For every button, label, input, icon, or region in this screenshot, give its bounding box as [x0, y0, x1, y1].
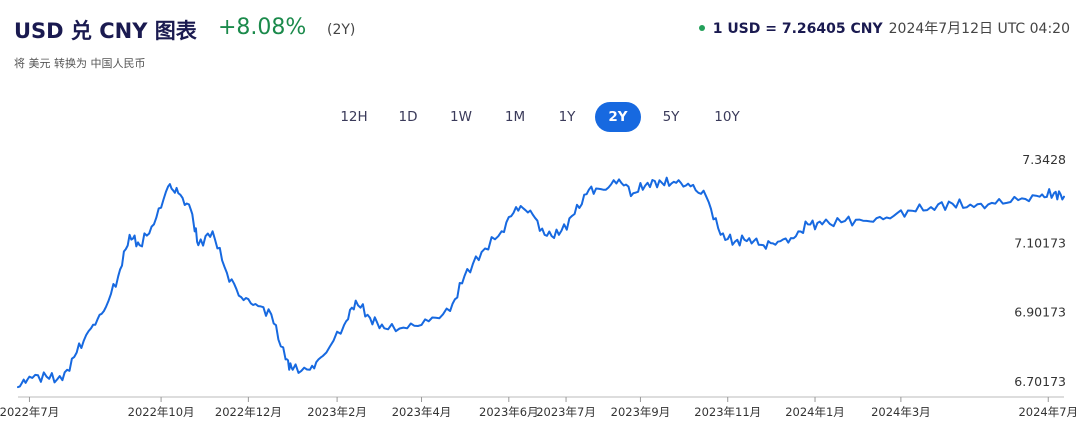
tab-10y[interactable]: 10Y [714, 109, 740, 125]
usd-cny-series-line [17, 176, 1065, 389]
x-tick-label: 2023年2月 [307, 405, 367, 419]
y-tick-label: 6.70173 [1014, 374, 1066, 389]
exchange-rate: 1 USD = 7.26405 CNY [712, 21, 883, 37]
x-tick-label: 2023年6月 [479, 405, 539, 419]
tab-1m[interactable]: 1M [504, 109, 526, 125]
period-label: (2Y) [327, 22, 356, 38]
x-tick-label: 2022年7月 [0, 405, 59, 419]
x-tick-label: 2024年3月 [871, 405, 931, 419]
exchange-rate-chart[interactable]: 7.3428 7.10173 6.90173 6.70173 2022年7月 2022年1… [0, 150, 1080, 433]
x-tick-label: 2022年10月 [128, 405, 195, 419]
x-tick-label: 2022年12月 [215, 405, 282, 419]
x-tick-label: 2023年4月 [392, 405, 452, 419]
subtitle: 将 美元 转换为 中国人民币 [14, 57, 146, 70]
chart-header: USD 兑 CNY 图表 +8.08% (2Y) 1 USD = 7.26405… [14, 12, 1070, 52]
x-tick-label: 2023年7月 [536, 405, 596, 419]
live-dot-icon [698, 25, 705, 31]
tab-5y[interactable]: 5Y [662, 109, 680, 125]
change-percent: +8.08% [218, 15, 307, 40]
tab-1w[interactable]: 1W [450, 109, 472, 125]
page-title: USD 兑 CNY 图表 [14, 19, 197, 43]
timestamp: 2024年7月12日 UTC 04:20 [888, 21, 1070, 37]
x-tick-label: 2023年11月 [694, 405, 761, 419]
rate-box: 1 USD = 7.26405 CNY 2024年7月12日 UTC 04:20 [698, 18, 1070, 38]
x-tick-label: 2023年9月 [611, 405, 671, 419]
tab-2y[interactable]: 2Y [595, 102, 641, 132]
x-tick-label: 2024年7月 [1018, 405, 1078, 419]
y-tick-label: 6.90173 [1014, 305, 1066, 320]
y-tick-label: 7.3428 [1022, 152, 1066, 167]
tab-1y[interactable]: 1Y [558, 109, 576, 125]
tab-12h[interactable]: 12H [340, 109, 368, 125]
y-tick-label: 7.10173 [1014, 235, 1066, 250]
tab-1d[interactable]: 1D [398, 109, 418, 125]
x-tick-label: 2024年1月 [785, 405, 845, 419]
